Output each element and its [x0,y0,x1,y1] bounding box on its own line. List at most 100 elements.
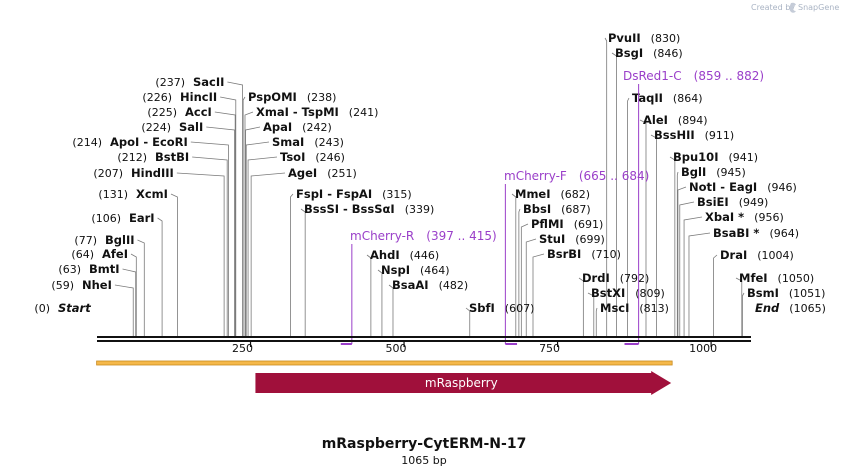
site-label: ApaI (242) [263,120,332,134]
site-position: (813) [639,302,669,315]
site-name: BglI [681,165,706,179]
site-label: BsaBI * (964) [713,226,799,240]
site-leader-line [170,193,178,336]
site-position: (945) [716,166,746,179]
orf-bar-shape [96,360,673,366]
site-position: (964) [769,227,799,240]
site-name: DraI [720,248,747,262]
site-leader-line [587,292,595,336]
site-name: SbfI [469,301,495,315]
site-leader-line [245,126,261,336]
site-leader-line [214,111,236,336]
site-name: XcmI [136,187,168,201]
backbone-bottom-strand [97,340,751,342]
site-leader-line [578,277,584,336]
site-label: BglI (945) [681,165,746,179]
site-label: AleI (894) [643,113,708,127]
site-position: (237) [155,76,185,89]
site-leader-line [206,126,235,336]
site-label: End (1065) [755,301,826,315]
axis-tick-label: 500 [386,342,407,355]
site-leader-line [300,208,306,336]
site-label: MfeI (1050) [739,271,814,285]
site-name: Bpu10I [673,150,718,164]
site-label: AccI (225) [147,105,211,119]
site-leader-line [250,172,286,336]
site-leader-line [627,97,630,336]
plasmid-title: mRaspberry-CytERM-N-17 [322,436,527,452]
site-name: AfeI [102,247,128,261]
credit-prefix: Created by [751,3,795,12]
site-leader-line [122,268,137,336]
site-name: XmaI - TspMI [256,105,339,119]
site-name: AgeI [288,166,317,180]
primers: mCherry-R (397 .. 415) mCherry-F (665 .. 68… [340,69,764,345]
site-leader-line [520,223,529,336]
site-label: SalI (224) [141,120,203,134]
site-label: DrdI (792) [582,271,649,285]
site-leader-line [735,277,743,336]
site-leader-line [525,238,537,336]
site-position: (1050) [778,272,815,285]
site-position: (691) [574,218,604,231]
site-leader-line [247,156,278,336]
site-name: MfeI [739,271,768,285]
site-position: (225) [147,106,177,119]
site-leader-line [742,292,745,336]
site-name: BstBI [155,150,189,164]
site-name: SmaI [272,135,304,149]
site-name: FspI - FspAI [296,187,372,201]
site-position: (214) [72,136,102,149]
site-name: TaqII [632,91,663,105]
site-label: NotI - EagI (946) [689,180,797,194]
site-leader-line [290,193,294,336]
site-name: BbsI [523,202,551,216]
site-label: TaqII (864) [632,91,703,105]
site-position: (246) [315,151,345,164]
site-label: MscI (813) [600,301,669,315]
site-leader-line [677,186,687,336]
site-position: (949) [739,196,769,209]
site-name: BglII [105,233,135,247]
site-label: XbaI * (956) [705,210,784,224]
site-name: NotI - EagI [689,180,757,194]
site-label: HindIII (207) [93,166,173,180]
site-label: MmeI (682) [515,187,590,201]
site-position: (1004) [757,249,794,262]
site-label: BstBI (212) [117,150,189,164]
site-label: StuI (699) [539,232,605,246]
site-position: (212) [117,151,147,164]
feature-label: mRaspberry [425,376,498,390]
site-name: SalI [179,120,203,134]
site-label: PflMI (691) [531,217,603,231]
site-position: (830) [651,32,681,45]
site-name: AccI [185,105,212,119]
site-name: EarI [129,211,155,225]
site-position: (1065) [789,302,826,315]
site-leader-line [669,156,676,336]
site-position: (0) [34,302,50,315]
site-label: NheI (59) [51,278,111,292]
site-leader-line [242,96,246,336]
primer-mcherry-f: mCherry-F (665 .. 684) [504,169,649,345]
site-leader-line [518,208,521,336]
site-label: AfeI (64) [71,247,128,261]
site-position: (243) [314,136,344,149]
site-position: (241) [349,106,379,119]
site-label: PspOMI (238) [248,90,336,104]
site-name: BssSI - BssSαI [304,202,395,216]
site-position: (224) [141,121,171,134]
primer-name: mCherry-F [504,169,567,183]
site-name: BsrBI [547,247,581,261]
site-leader-line [611,52,617,336]
site-name: MscI [600,301,629,315]
site-position: (63) [58,263,81,276]
site-position: (77) [74,234,97,247]
site-label: BssHII (911) [654,128,734,142]
feature-mraspberry: mRaspberry [255,371,672,395]
site-name: BmtI [89,262,120,276]
site-leader-line [679,201,695,336]
site-position: (59) [51,279,74,292]
site-leader-lines [114,37,745,336]
site-name: BsaAI [392,278,429,292]
